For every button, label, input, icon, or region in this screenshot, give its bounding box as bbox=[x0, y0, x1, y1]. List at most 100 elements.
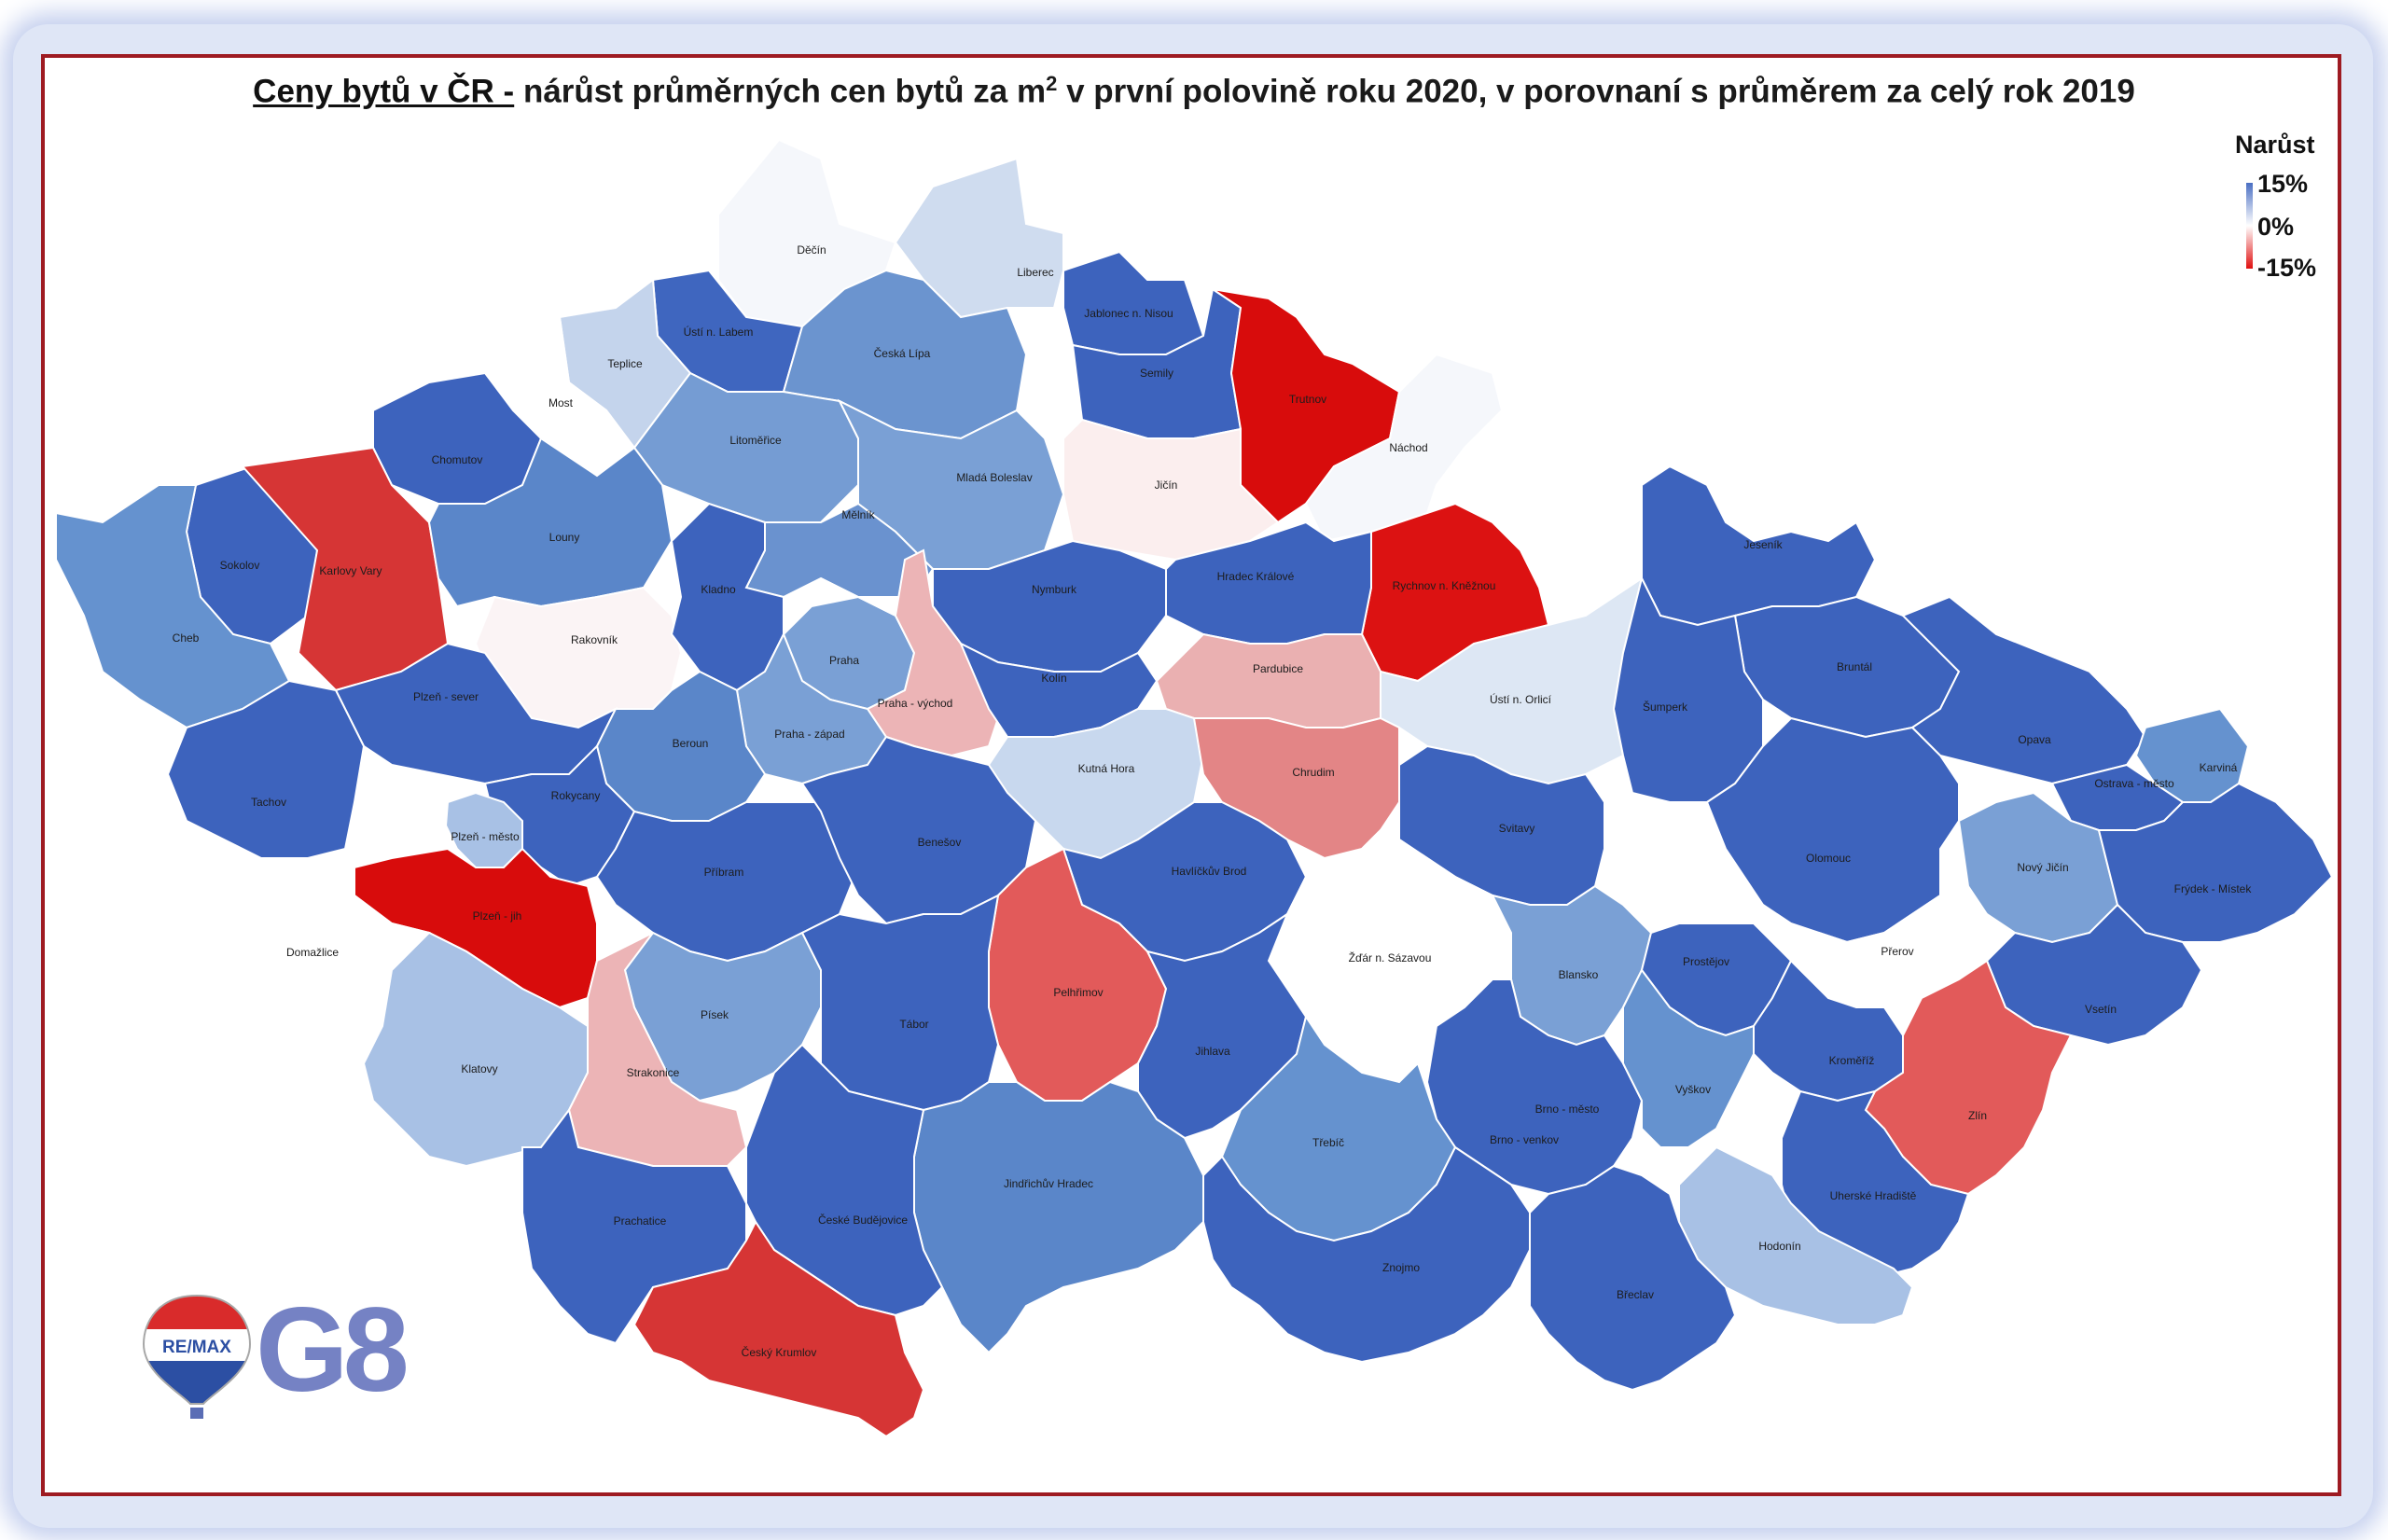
district-louny bbox=[427, 437, 673, 608]
map-title: Ceny bytů v ČR - nárůst průměrných cen b… bbox=[0, 56, 2388, 112]
district-label-prerov: Přerov bbox=[1881, 945, 1913, 958]
district-label-hradec-kralove: Hradec Králové bbox=[1217, 570, 1295, 583]
district-label-usti-n-orlici: Ústí n. Orlicí bbox=[1490, 692, 1552, 706]
remax-balloon-logo: RE/MAX bbox=[142, 1294, 252, 1419]
district-label-beroun: Beroun bbox=[673, 737, 709, 750]
district-label-pisek: Písek bbox=[701, 1008, 729, 1021]
district-label-brno-mesto: Brno - město bbox=[1535, 1103, 1600, 1116]
district-label-uherske-hradiste: Uherské Hradiště bbox=[1830, 1189, 1917, 1202]
title-superscript: 2 bbox=[1046, 72, 1058, 95]
regions-layer bbox=[55, 138, 2334, 1438]
district-label-liberec: Liberec bbox=[1017, 266, 1053, 279]
district-label-zlin: Zlín bbox=[1968, 1109, 1987, 1122]
district-label-benesov: Benešov bbox=[918, 836, 962, 849]
district-label-ceske-budejovice: České Budějovice bbox=[818, 1213, 908, 1227]
district-label-blansko: Blansko bbox=[1559, 968, 1599, 981]
district-label-pribram: Příbram bbox=[704, 866, 744, 879]
district-kolin bbox=[959, 641, 1159, 738]
district-label-vyskov: Vyškov bbox=[1675, 1083, 1711, 1096]
district-label-decin: Děčín bbox=[797, 243, 826, 257]
district-label-prachatice: Prachatice bbox=[614, 1214, 667, 1228]
district-jindrichuv-hradec bbox=[913, 1080, 1204, 1354]
district-label-trebic: Třebíč bbox=[1312, 1136, 1344, 1149]
district-label-strakonice: Strakonice bbox=[627, 1066, 680, 1079]
district-label-plzen-jih: Plzeň - jih bbox=[473, 909, 522, 923]
district-label-pelhrimov: Pelhřimov bbox=[1053, 986, 1103, 999]
district-label-nymburk: Nymburk bbox=[1032, 583, 1077, 596]
title-bold: Ceny bytů v ČR - bbox=[253, 73, 515, 110]
district-label-rychnov-n-kneznou: Rychnov n. Kněžnou bbox=[1393, 579, 1496, 592]
district-label-louny: Louny bbox=[549, 531, 580, 544]
district-praha-vychod bbox=[820, 548, 1000, 757]
district-label-opava: Opava bbox=[2018, 733, 2051, 746]
title-main: nárůst průměrných cen bytů za m bbox=[522, 73, 1047, 110]
district-label-trutnov: Trutnov bbox=[1289, 393, 1326, 406]
district-label-brno-venkov: Brno - venkov bbox=[1490, 1133, 1559, 1146]
district-label-semily: Semily bbox=[1140, 367, 1173, 380]
title-tail: v první polovině roku 2020, v porovnaní … bbox=[1066, 73, 2135, 110]
district-label-domazlice: Domažlice bbox=[286, 946, 339, 959]
legend-title: Narůst bbox=[2235, 131, 2315, 159]
district-label-praha-vychod: Praha - východ bbox=[878, 697, 953, 710]
labels-layer: Děčín Liberec Ústí n. Labem Teplice Most Česk… bbox=[173, 243, 2253, 1359]
district-label-chomutov: Chomutov bbox=[432, 453, 483, 466]
district-label-praha: Praha bbox=[829, 654, 859, 667]
district-label-olomouc: Olomouc bbox=[1806, 852, 1851, 865]
district-label-kromeriz: Kroměříž bbox=[1829, 1054, 1875, 1067]
district-label-jablonec-n-nisou: Jablonec n. Nisou bbox=[1084, 307, 1173, 320]
district-label-cesky-krumlov: Český Krumlov bbox=[742, 1345, 817, 1359]
district-tachov bbox=[166, 679, 366, 859]
legend-min-label: -15% bbox=[2257, 254, 2317, 282]
legend-max-label: 15% bbox=[2257, 170, 2309, 198]
district-olomouc bbox=[1705, 716, 1960, 944]
district-label-karlovy-vary: Karlovy Vary bbox=[319, 564, 382, 577]
district-label-novy-jicin: Nový Jičín bbox=[2017, 861, 2068, 874]
district-label-znojmo: Znojmo bbox=[1382, 1261, 1420, 1274]
district-label-frydek-mistek: Frýdek - Místek bbox=[2174, 882, 2253, 895]
district-label-usti-n-labem: Ústí n. Labem bbox=[684, 325, 754, 339]
district-label-rokycany: Rokycany bbox=[551, 789, 601, 802]
district-label-havlickuv-brod: Havlíčkův Brod bbox=[1172, 865, 1247, 878]
district-pardubice bbox=[1155, 632, 1401, 728]
district-label-kolin: Kolín bbox=[1041, 672, 1066, 685]
district-vyskov bbox=[1622, 968, 1755, 1148]
district-label-praha-zapad: Praha - západ bbox=[774, 728, 844, 741]
district-label-hodonin: Hodonín bbox=[1758, 1240, 1800, 1253]
district-label-rakovnik: Rakovník bbox=[571, 633, 618, 646]
district-label-zdar-n-sazavou: Žďár n. Sázavou bbox=[1349, 950, 1432, 964]
district-label-vsetin: Vsetín bbox=[2085, 1003, 2117, 1016]
district-cheb bbox=[55, 484, 291, 729]
district-znojmo bbox=[1202, 1145, 1531, 1364]
district-label-plzen-sever: Plzeň - sever bbox=[413, 690, 479, 703]
district-label-breclav: Břeclav bbox=[1617, 1288, 1654, 1301]
district-label-teplice: Teplice bbox=[607, 357, 643, 370]
district-label-prostejov: Prostějov bbox=[1683, 955, 1729, 968]
district-label-karvina: Karviná bbox=[2200, 761, 2238, 774]
district-label-svitavy: Svitavy bbox=[1499, 822, 1535, 835]
district-label-ceska-lipa: Česká Lípa bbox=[874, 346, 931, 360]
district-label-pardubice: Pardubice bbox=[1253, 662, 1303, 675]
district-label-litomerice: Litoměřice bbox=[729, 434, 782, 447]
office-logo-text: G8 bbox=[256, 1283, 410, 1417]
district-label-tachov: Tachov bbox=[251, 796, 286, 809]
district-label-jicin: Jičín bbox=[1155, 479, 1178, 492]
district-breclav bbox=[1529, 1164, 1737, 1392]
district-label-sumperk: Šumperk bbox=[1643, 700, 1688, 714]
district-label-kladno: Kladno bbox=[701, 583, 736, 596]
district-label-plzen-mesto: Plzeň - město bbox=[451, 830, 520, 843]
district-label-sokolov: Sokolov bbox=[220, 559, 260, 572]
district-label-jesenik: Jeseník bbox=[1743, 538, 1783, 551]
district-karlovy-vary bbox=[241, 446, 450, 692]
district-label-most: Most bbox=[548, 396, 574, 409]
district-label-ostrava-mesto: Ostrava - město bbox=[2094, 777, 2174, 790]
district-label-kutna-hora: Kutná Hora bbox=[1078, 762, 1135, 775]
district-label-cheb: Cheb bbox=[173, 631, 200, 645]
district-label-mlada-boleslav: Mladá Boleslav bbox=[956, 471, 1032, 484]
logo-brand-text: RE/MAX bbox=[162, 1338, 231, 1357]
district-jablonec-n-nisou bbox=[1062, 250, 1205, 355]
district-cesky-krumlov bbox=[632, 1220, 925, 1438]
district-label-klatovy: Klatovy bbox=[461, 1062, 497, 1075]
district-benesov bbox=[800, 735, 1037, 925]
district-label-chrudim: Chrudim bbox=[1292, 766, 1334, 779]
